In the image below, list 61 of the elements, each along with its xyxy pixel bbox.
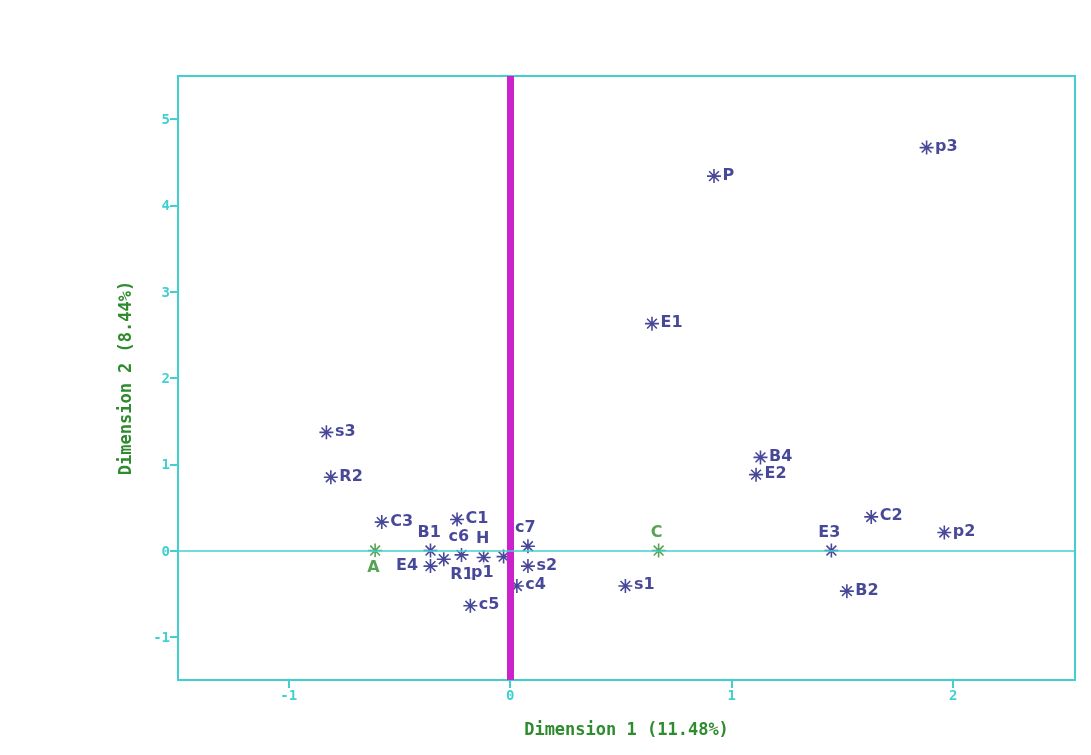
point: [520, 558, 536, 574]
x-axis-title: Dimension 1 (11.48%): [524, 718, 729, 739]
data-label: s3: [334, 420, 356, 440]
point: [644, 315, 660, 332]
point: [422, 542, 439, 559]
point: [449, 511, 465, 528]
x-tick-label: -1: [280, 687, 298, 703]
data-label: E3: [818, 521, 841, 541]
data-label: c7: [514, 517, 536, 537]
x-tick-label: 0: [506, 687, 515, 703]
data-label: p2: [952, 520, 976, 540]
point: [373, 514, 390, 530]
y-tick-label: 0: [161, 542, 170, 559]
data-label: C3: [390, 510, 414, 530]
point: [918, 139, 935, 156]
point: [520, 538, 536, 555]
point: [748, 466, 764, 483]
x-tick-label: 1: [727, 687, 736, 703]
data-label: p3: [935, 136, 958, 156]
point: [323, 469, 339, 486]
data-label: c5: [478, 594, 500, 614]
point: [435, 551, 452, 567]
data-label: C: [650, 521, 663, 541]
y-axis-title: Dimension 2 (8.44%): [114, 280, 135, 476]
y-tick-label: -1: [153, 628, 170, 645]
point: [936, 524, 953, 541]
point: [367, 542, 383, 559]
point: [752, 449, 769, 466]
data-label: s1: [633, 574, 655, 594]
data-label: E2: [764, 463, 787, 483]
y-tick-label: 3: [161, 283, 170, 300]
data-label: C2: [879, 505, 903, 525]
point: [617, 578, 634, 594]
point: [863, 509, 880, 525]
data-label: A: [367, 556, 381, 576]
x-tick-label: 2: [948, 687, 958, 703]
data-label: R2: [339, 465, 363, 485]
y-tick-label: 4: [161, 197, 170, 214]
point: [839, 583, 855, 599]
data-label: B1: [417, 521, 441, 541]
data-label: B4: [769, 445, 793, 465]
point: [462, 597, 479, 614]
data-label: E4: [395, 554, 419, 574]
data-label: E1: [660, 312, 683, 332]
y-tick-label: 2: [161, 370, 170, 386]
point: [453, 547, 470, 563]
data-label: B2: [855, 579, 879, 599]
data-label: p1: [471, 561, 494, 581]
point: [318, 424, 335, 441]
data-label: c4: [525, 574, 546, 594]
data-label: P: [722, 164, 735, 184]
data-label: s2: [536, 554, 558, 574]
data-label: C1: [465, 508, 489, 528]
y-tick-label: 1: [161, 456, 170, 473]
point: [706, 168, 722, 184]
data-label: c6: [448, 525, 470, 545]
data-label: H: [475, 528, 490, 548]
point: [422, 558, 439, 574]
point: [823, 542, 840, 559]
y-tick-label: 5: [161, 111, 170, 128]
point: [650, 542, 667, 559]
